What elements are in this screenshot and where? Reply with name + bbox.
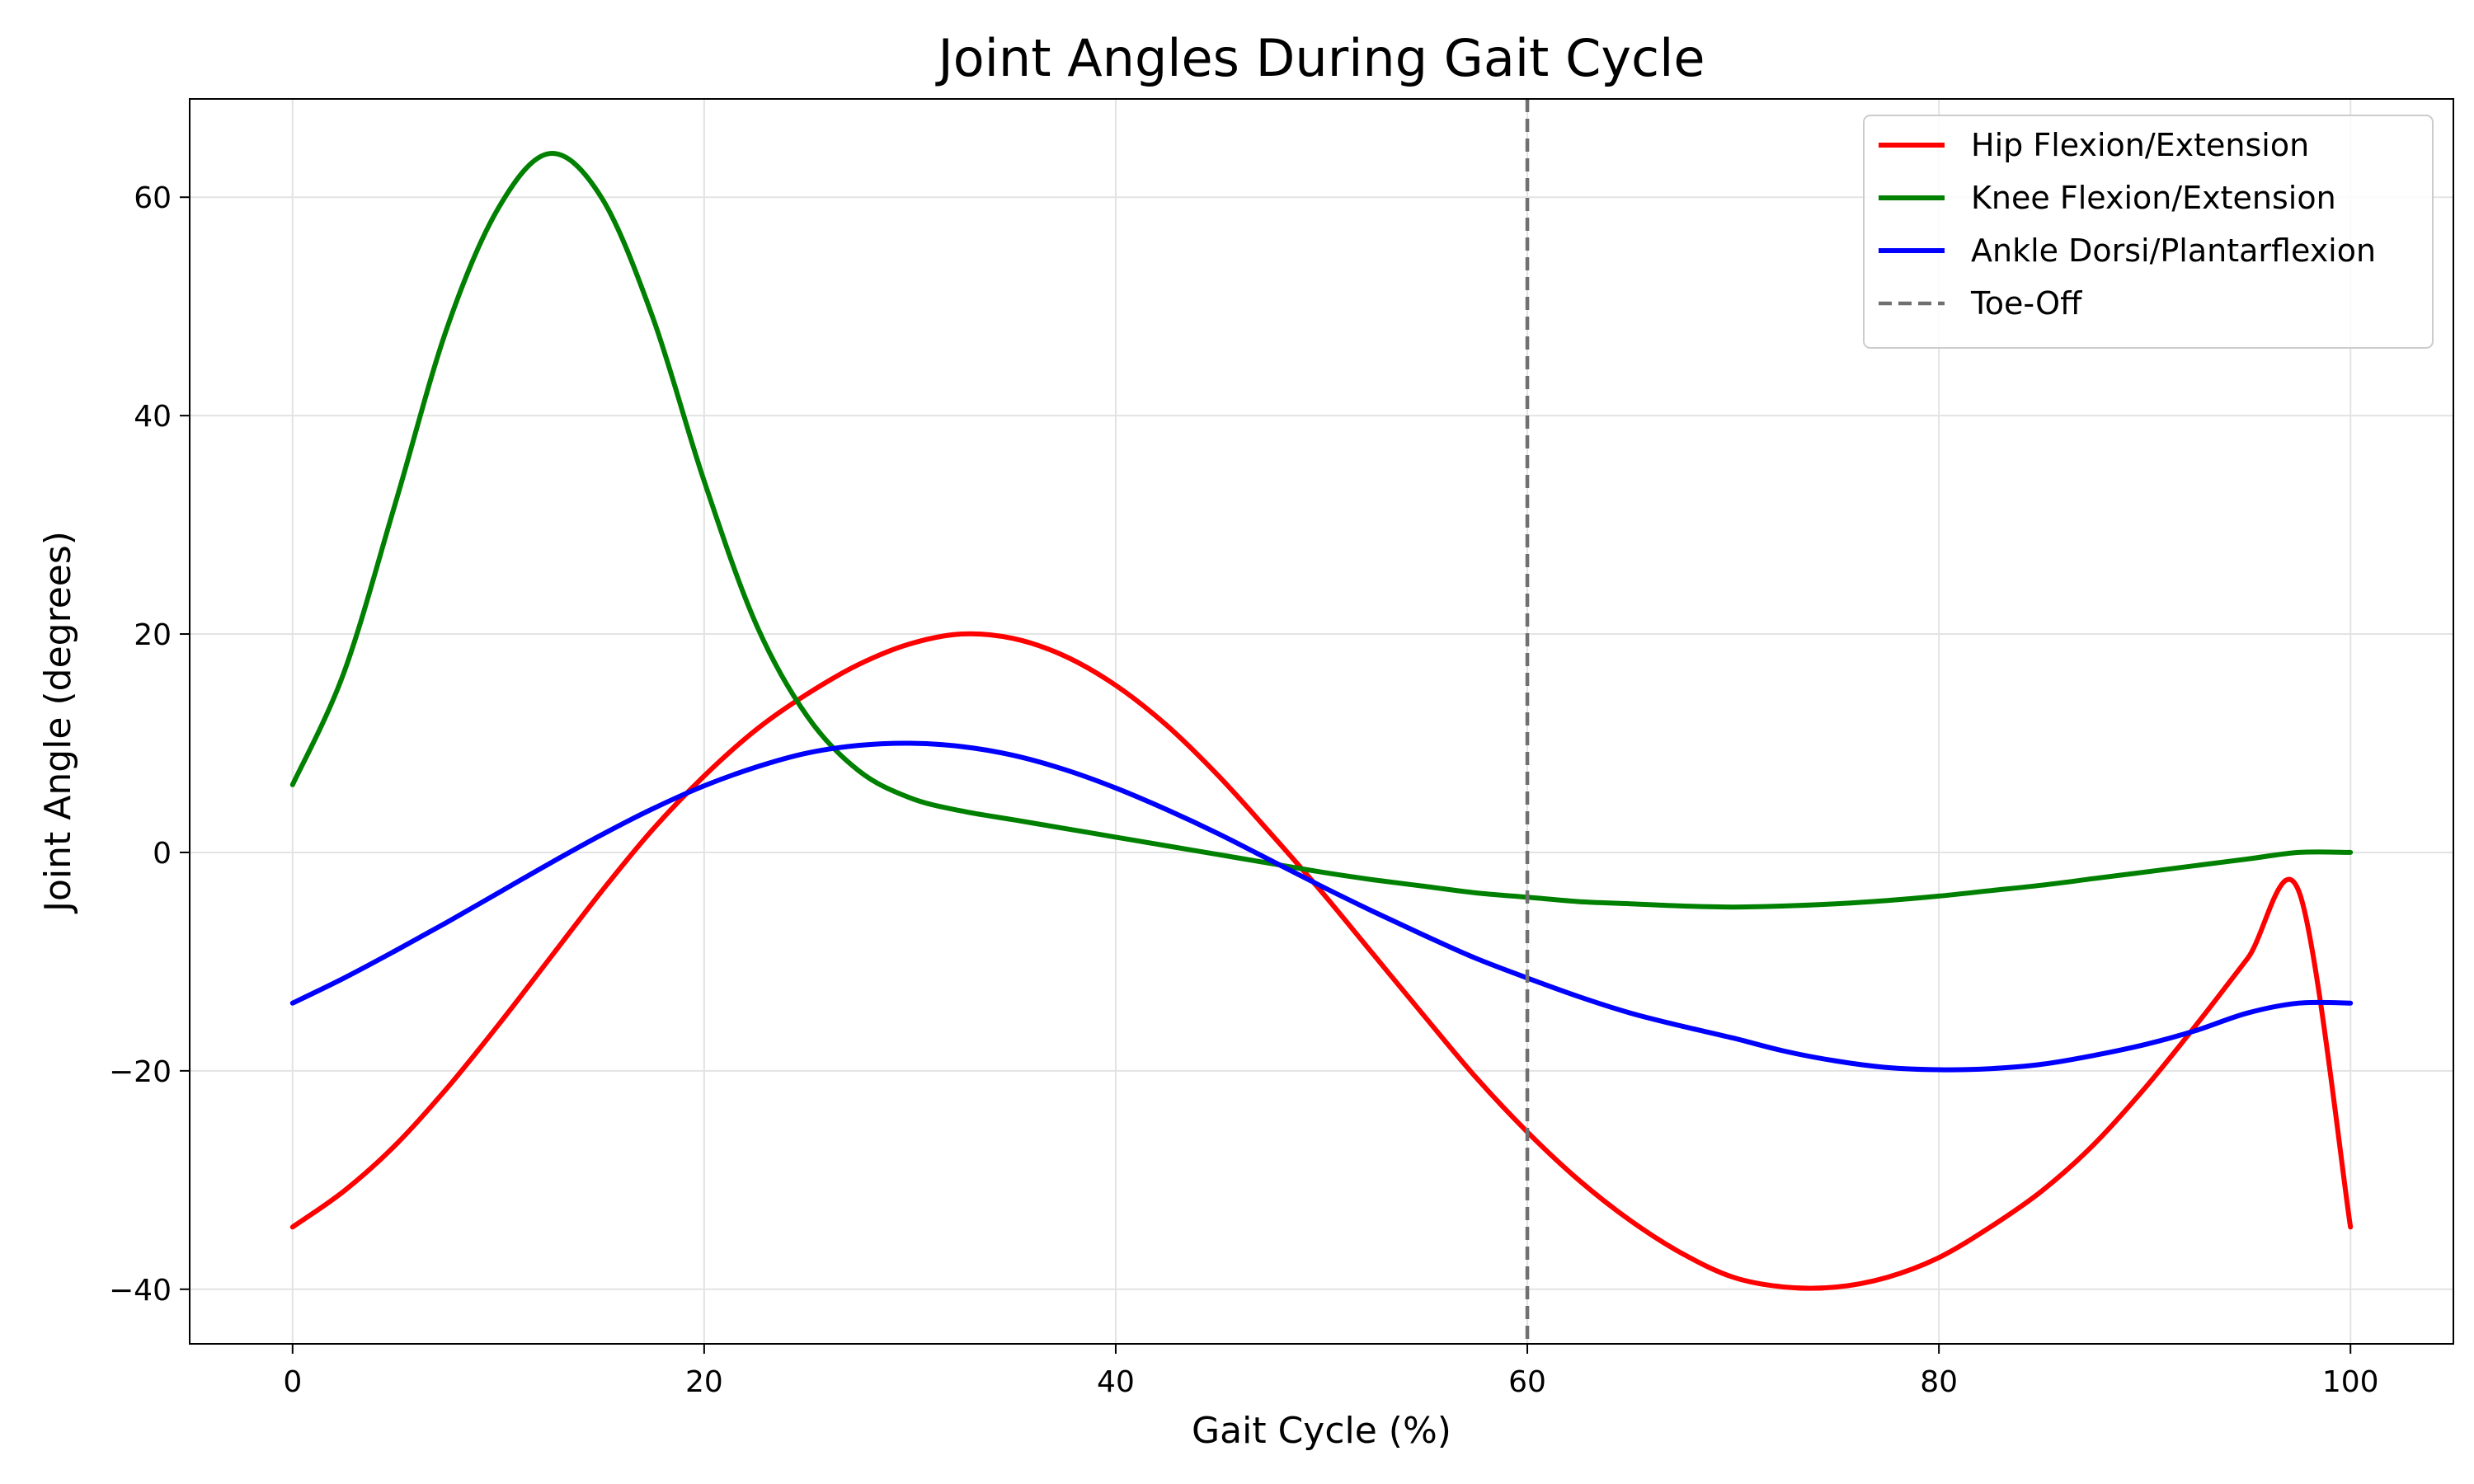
y-tick-label: 0 <box>153 837 172 871</box>
y-tick-label: −20 <box>109 1055 172 1089</box>
y-tick-label: 60 <box>134 181 172 215</box>
series-line-2 <box>289 740 2354 1073</box>
legend-label: Ankle Dorsi/Plantarflexion <box>1971 232 2376 269</box>
chart-title: Joint Angles During Gait Cycle <box>934 28 1705 88</box>
series-line-1 <box>289 151 2354 910</box>
series-line-0 <box>289 631 2354 1291</box>
y-tick-label: −40 <box>109 1274 172 1308</box>
x-axis-label: Gait Cycle (%) <box>1192 1410 1451 1452</box>
legend-box <box>1863 115 2434 349</box>
legend-label: Hip Flexion/Extension <box>1971 127 2309 163</box>
legend: Hip Flexion/Extension Knee Flexion/Extens… <box>1863 115 2434 349</box>
x-tick-label: 100 <box>2322 1365 2379 1399</box>
plot-area <box>289 99 2354 1344</box>
x-tick-label: 60 <box>1508 1365 1546 1399</box>
y-tick-label: 20 <box>134 618 172 652</box>
ticks: 0 20 40 60 80 100 −40 −20 0 20 40 60 <box>109 181 2379 1399</box>
x-tick-label: 80 <box>1920 1365 1958 1399</box>
x-tick-label: 20 <box>685 1365 723 1399</box>
plot-frame <box>189 98 2454 1345</box>
y-tick-label: 40 <box>134 400 172 434</box>
legend-label: Knee Flexion/Extension <box>1971 180 2336 216</box>
legend-label: Toe-Off <box>1970 285 2082 322</box>
x-tick-label: 40 <box>1097 1365 1135 1399</box>
y-axis-label: Joint Angle (degrees) <box>37 531 79 914</box>
x-tick-label: 0 <box>283 1365 302 1399</box>
